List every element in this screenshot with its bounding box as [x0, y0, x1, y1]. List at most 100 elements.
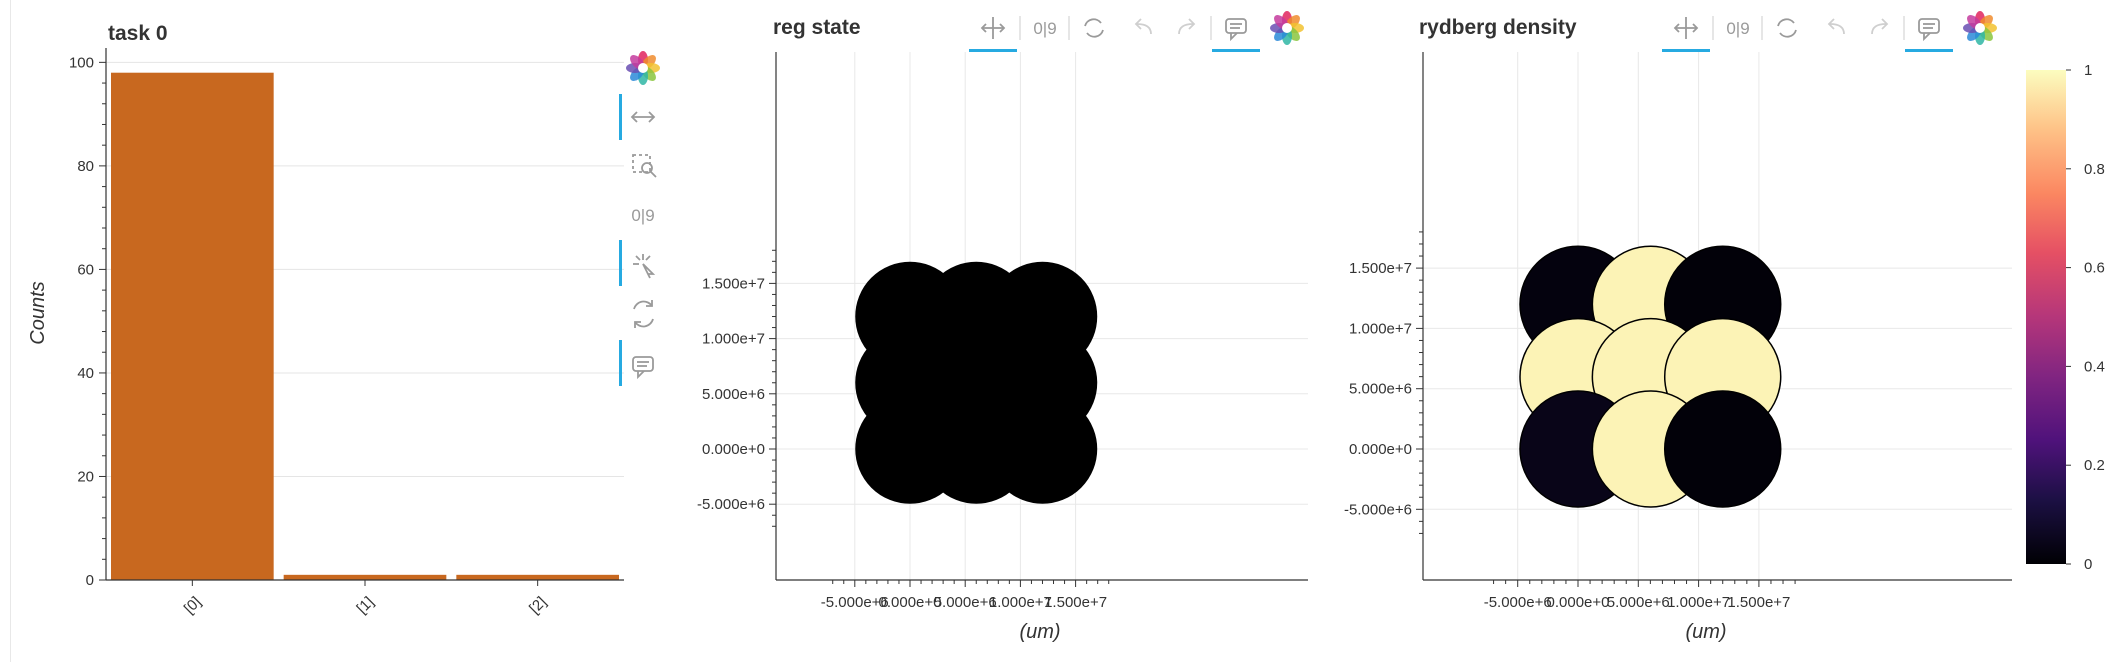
pan-active-indicator — [969, 49, 1017, 52]
rydberg-density-title: rydberg density — [1419, 16, 1577, 39]
tap-select-icon[interactable] — [633, 254, 656, 279]
bar-x-tick-label: [0] — [181, 593, 205, 617]
pan-arrow — [1673, 23, 1680, 33]
reg-state-toolbar: 0|9 — [969, 11, 1304, 52]
bokeh-logo-icon[interactable] — [1963, 11, 1997, 45]
redo-icon[interactable] — [1871, 18, 1889, 35]
bar-2[interactable] — [456, 574, 619, 580]
bar-y-tick-label: 20 — [77, 468, 94, 485]
bar-axes: 0 20 40 60 80 100 [0] [1] [2] — [69, 48, 624, 617]
reset-icon[interactable] — [633, 300, 654, 328]
reg-state-points — [855, 261, 1098, 504]
reg-state-y-tick-label: 0.000e+0 — [702, 441, 765, 458]
undo-head — [1134, 18, 1142, 30]
hover-active-indicator — [1212, 49, 1260, 52]
redo-icon[interactable] — [1178, 18, 1196, 35]
colorbar-tick-label: 0.4 — [2084, 358, 2105, 375]
reg-state-x-tick-label: 5.000e+6 — [934, 594, 997, 611]
rydberg-density-points — [1519, 245, 1782, 508]
pan-arrow — [1692, 23, 1699, 33]
colorbar-tick-label: 0.6 — [2084, 260, 2105, 277]
bar-0[interactable] — [111, 72, 274, 581]
reg-state-y-tick-label: -5.000e+6 — [697, 496, 765, 513]
rydberg-density-y-tick-label: 1.500e+7 — [1349, 260, 1412, 277]
bokeh-logo-icon[interactable] — [1270, 11, 1304, 45]
comment-box — [1918, 18, 1940, 34]
logo-center — [638, 63, 648, 73]
reset-icon[interactable] — [1777, 18, 1797, 38]
rydberg-density-x-axis-label: (um) — [1685, 621, 1726, 643]
pan-active-indicator — [619, 94, 622, 140]
bar-y-axis-label: Counts — [27, 281, 49, 344]
bar-chart: task 0 0 20 40 60 80 100 [0] [1] [2] Counts 0|9 — [27, 22, 660, 617]
pan-active-indicator — [1662, 49, 1710, 52]
reg-state-y-tick-label: 5.000e+6 — [702, 386, 765, 403]
redo-head — [1188, 18, 1196, 30]
hover-tool-icon[interactable]: 0|9 — [1726, 19, 1749, 38]
redo-arc — [1178, 23, 1194, 35]
reset-arc — [1084, 18, 1102, 27]
reg-state-axes: -5.000e+60.000e+05.000e+61.000e+71.500e+… — [697, 52, 1308, 611]
pan-icon[interactable] — [1673, 17, 1699, 39]
logo-center — [1282, 23, 1292, 33]
rydberg-density-y-tick-label: 1.000e+7 — [1349, 320, 1412, 337]
reg-state-y-tick-label: 1.500e+7 — [702, 275, 765, 292]
bar-chart-title: task 0 — [108, 22, 168, 45]
bar-x-tick-label: [1] — [353, 593, 377, 617]
rydberg-density-toolbar: 0|9 — [1662, 11, 1997, 52]
reset-arc — [1086, 29, 1104, 38]
bokeh-logo-icon[interactable] — [626, 51, 660, 85]
undo-head — [1827, 18, 1835, 30]
rydberg-density-chart: rydberg density -5.000e+6 0.000e+0 5.000e+… — [1344, 11, 2105, 643]
pan-arrow — [999, 23, 1006, 33]
colorbar: 0 0.2 0.4 0.6 0.8 1 — [2026, 62, 2105, 573]
pan-icon[interactable] — [980, 17, 1006, 39]
reg-state-x-axis-label: (um) — [1019, 621, 1060, 643]
bar-y-tick-label: 40 — [77, 365, 94, 382]
reg-state-y-tick-label: 1.000e+7 — [702, 331, 765, 348]
pan-arrow — [980, 23, 987, 33]
reset-arc — [1777, 18, 1795, 27]
hover-comment-icon[interactable] — [632, 356, 654, 380]
reg-state-x-tick-label: -5.000e+6 — [821, 594, 889, 611]
rydberg-density-x-tick-label: -5.000e+6 — [1484, 594, 1552, 611]
comment-tail — [1230, 32, 1238, 42]
box-zoom-icon[interactable] — [632, 154, 657, 178]
hover-tool-icon[interactable]: 0|9 — [1033, 19, 1056, 38]
bar-x-tick-label: [2] — [526, 593, 550, 617]
bar-y-tick-label: 80 — [77, 158, 94, 175]
redo-arc — [1871, 23, 1887, 35]
colorbar-tick-label: 0.8 — [2084, 161, 2105, 178]
rydberg-density-x-tick-label: 5.000e+6 — [1607, 594, 1670, 611]
reg-state-atom-8[interactable] — [987, 394, 1098, 504]
reg-state-x-tick-label: 1.500e+7 — [1044, 594, 1107, 611]
bar-y-tick-label: 60 — [77, 261, 94, 278]
undo-icon[interactable] — [1827, 18, 1845, 35]
colorbar-tick-label: 0.2 — [2084, 457, 2105, 474]
rydberg-density-x-tick-label: 1.500e+7 — [1727, 594, 1790, 611]
hover-comment-icon[interactable] — [1918, 18, 1940, 42]
bar-series — [111, 72, 619, 581]
hover-comment-icon[interactable] — [1225, 18, 1247, 42]
bar-y-tick-label: 0 — [86, 572, 94, 589]
redo-head — [1881, 18, 1889, 30]
hover-active-indicator — [1905, 49, 1953, 52]
comment-box — [1225, 18, 1247, 34]
hover-active-indicator — [619, 340, 622, 386]
hover-tool-icon[interactable]: 0|9 — [631, 206, 654, 225]
rydberg-density-y-tick-label: 0.000e+0 — [1349, 441, 1412, 458]
undo-icon[interactable] — [1134, 18, 1152, 35]
reg-state-x-tick-label: 0.000e+0 — [879, 594, 942, 611]
colorbar-tick-label: 1 — [2084, 62, 2092, 79]
colorbar-ramp — [2026, 70, 2066, 564]
tap-active-indicator — [619, 240, 622, 286]
bar-1[interactable] — [283, 574, 447, 580]
rydberg-density-y-tick-label: 5.000e+6 — [1349, 381, 1412, 398]
undo-arc — [1829, 23, 1845, 35]
x-pan-icon[interactable] — [630, 111, 656, 123]
rydberg-density-atom-8[interactable] — [1663, 390, 1782, 508]
reg-state-title: reg state — [773, 16, 861, 39]
colorbar-tick-label: 0 — [2084, 556, 2092, 573]
reset-icon[interactable] — [1084, 18, 1104, 38]
